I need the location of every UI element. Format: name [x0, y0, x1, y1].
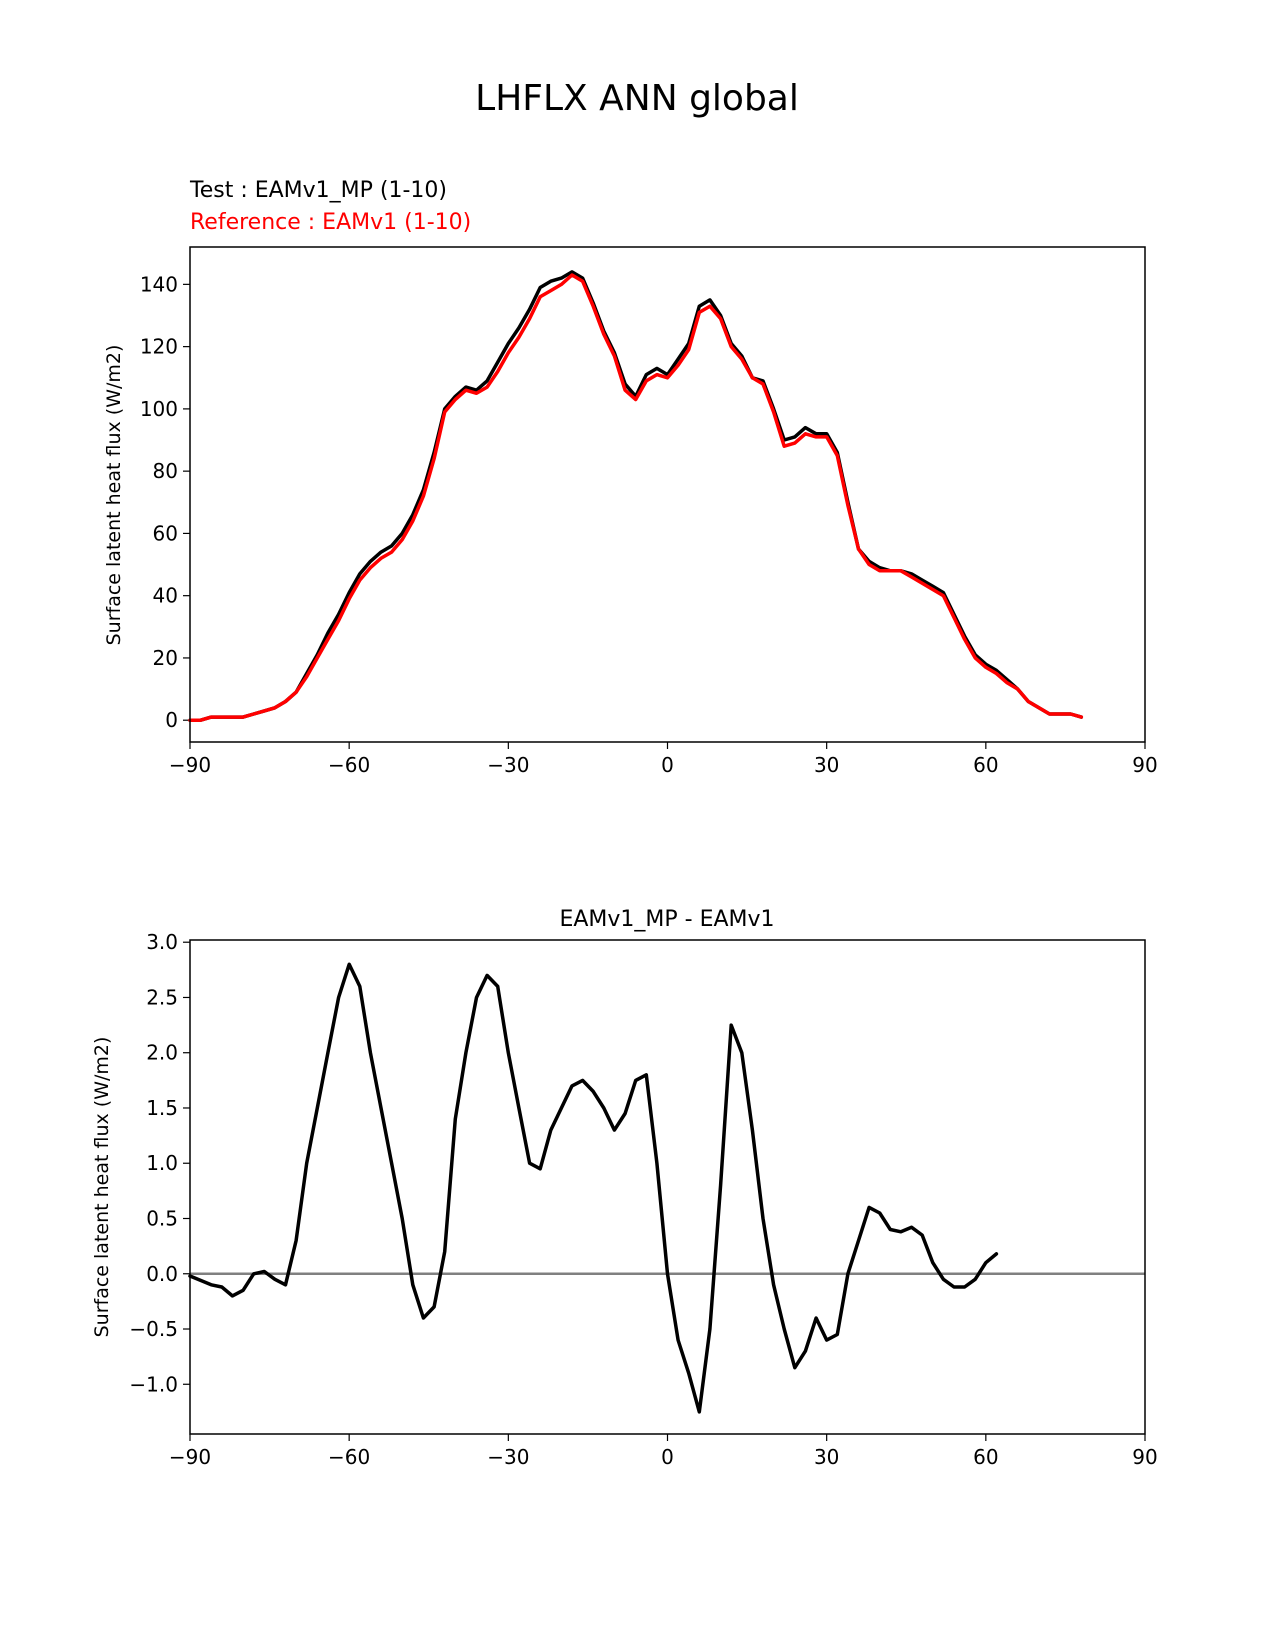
- series-lines: [188, 270, 1084, 722]
- difference-chart-title: EAMv1_MP - EAMv1: [559, 907, 774, 932]
- y-tick-label: 0.5: [146, 1206, 178, 1230]
- plot-frame: [189, 939, 1146, 1435]
- x-tick-label: 30: [814, 753, 839, 777]
- y-tick-label: 3.0: [146, 930, 178, 954]
- y-tick-label: 80: [153, 459, 178, 483]
- y-tick-label: 20: [153, 646, 178, 670]
- legend-test-label: Test : EAMv1_MP (1-10): [189, 178, 447, 203]
- axis-ticks: −90 −60 −30 0 30 60 90 3.0 2.5 2.0 1.5 1.0 0.5 0.0 −0.…: [129, 930, 1157, 1469]
- x-tick-label: 60: [973, 1445, 998, 1469]
- bottom-difference-chart: EAMv1_MP - EAMv1 Surface latent heat flu…: [91, 907, 1158, 1469]
- x-tick-label: −60: [328, 753, 370, 777]
- y-tick-label: 60: [153, 521, 178, 545]
- figure-title: LHFLX ANN global: [475, 78, 799, 119]
- x-tick-label: 60: [973, 753, 998, 777]
- difference-series-line: [188, 962, 999, 1414]
- y-tick-label: 2.0: [146, 1041, 178, 1065]
- plot-frame: [189, 246, 1146, 743]
- test-series-line: [188, 270, 1084, 722]
- y-tick-label: 1.5: [146, 1096, 178, 1120]
- y-tick-label: 0.0: [146, 1262, 178, 1286]
- x-tick-label: −60: [328, 1445, 370, 1469]
- axis-ticks: −90 −60 −30 0 30 60 90 0 20 40 60 80 100 120 140: [140, 272, 1158, 777]
- x-tick-label: −90: [169, 1445, 211, 1469]
- x-tick-label: 30: [814, 1445, 839, 1469]
- x-tick-label: 90: [1132, 753, 1157, 777]
- x-tick-label: −90: [169, 753, 211, 777]
- y-tick-label: 1.0: [146, 1151, 178, 1175]
- y-axis-label: Surface latent heat flux (W/m2): [103, 345, 125, 646]
- y-tick-label: 140: [140, 272, 178, 296]
- y-tick-label: 0: [165, 708, 178, 732]
- y-tick-label: −0.5: [129, 1317, 178, 1341]
- y-tick-label: 120: [140, 335, 178, 359]
- y-axis-label: Surface latent heat flux (W/m2): [91, 1037, 113, 1338]
- series-lines: [188, 962, 1145, 1414]
- legend-reference-label: Reference : EAMv1 (1-10): [190, 210, 471, 235]
- y-tick-label: 2.5: [146, 985, 178, 1009]
- x-tick-label: 0: [661, 753, 674, 777]
- x-tick-label: 90: [1132, 1445, 1157, 1469]
- top-line-chart: Test : EAMv1_MP (1-10) Reference : EAMv1…: [103, 178, 1158, 777]
- x-tick-label: −30: [487, 1445, 529, 1469]
- x-tick-label: 0: [661, 1445, 674, 1469]
- x-tick-label: −30: [487, 753, 529, 777]
- y-tick-label: 100: [140, 397, 178, 421]
- y-tick-label: 40: [153, 584, 178, 608]
- y-tick-label: −1.0: [129, 1372, 178, 1396]
- reference-series-line: [188, 273, 1084, 722]
